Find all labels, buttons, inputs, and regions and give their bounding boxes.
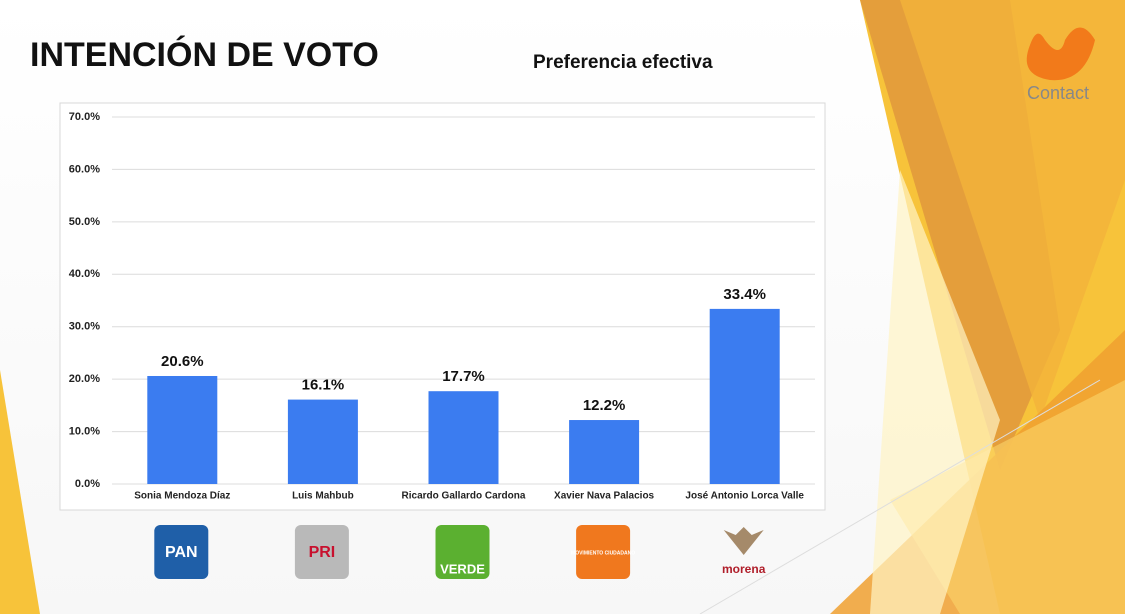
y-tick-label: 60.0% [69,163,100,175]
value-label: 12.2% [583,397,626,414]
bar [428,391,499,484]
y-tick-label: 10.0% [69,425,100,437]
brand-logo: Contact [1026,27,1095,103]
brand-name: Contact [1027,83,1089,103]
x-tick-label: Xavier Nava Palacios [554,491,655,502]
y-tick-label: 40.0% [69,268,100,280]
bar [709,308,780,484]
value-label: 20.6% [161,353,204,370]
value-label: 17.7% [442,368,485,385]
value-label: 16.1% [302,377,345,394]
party-logo-badge [576,525,631,579]
chart-title: INTENCIÓN DE VOTO [30,36,379,74]
x-tick-label: Ricardo Gallardo Cardona [402,491,526,502]
party-logo-name: PAN [165,544,198,561]
y-tick-label: 20.0% [69,373,100,385]
party-logo-badge [154,525,209,579]
party-logo-badge [294,525,349,579]
x-tick-label: José Antonio Lorca Valle [685,491,804,502]
x-tick-label: Luis Mahbub [292,491,354,502]
party-logo-name: MOVIMIENTO CIUDADANO [571,550,635,556]
chart-subtitle: Preferencia efectiva [533,52,713,73]
y-tick-label: 50.0% [69,216,100,228]
party-logo-emblem [723,527,764,555]
party-logos: PAN PRI VERDE MOVIMIENTO CIUDADANO morena [154,525,766,579]
y-tick-label: 0.0% [75,478,100,490]
y-tick-label: 70.0% [69,111,100,123]
party-logo-name: VERDE [440,561,485,576]
x-tick-label: Sonia Mendoza Díaz [134,491,230,502]
y-tick-label: 30.0% [69,321,100,333]
party-logo-badge [435,525,490,579]
bar [147,375,218,484]
bar [569,420,640,484]
party-logo-name: PRI [309,544,336,561]
bar [287,399,358,484]
value-label: 33.4% [723,286,766,303]
party-logo-name: morena [722,562,766,576]
